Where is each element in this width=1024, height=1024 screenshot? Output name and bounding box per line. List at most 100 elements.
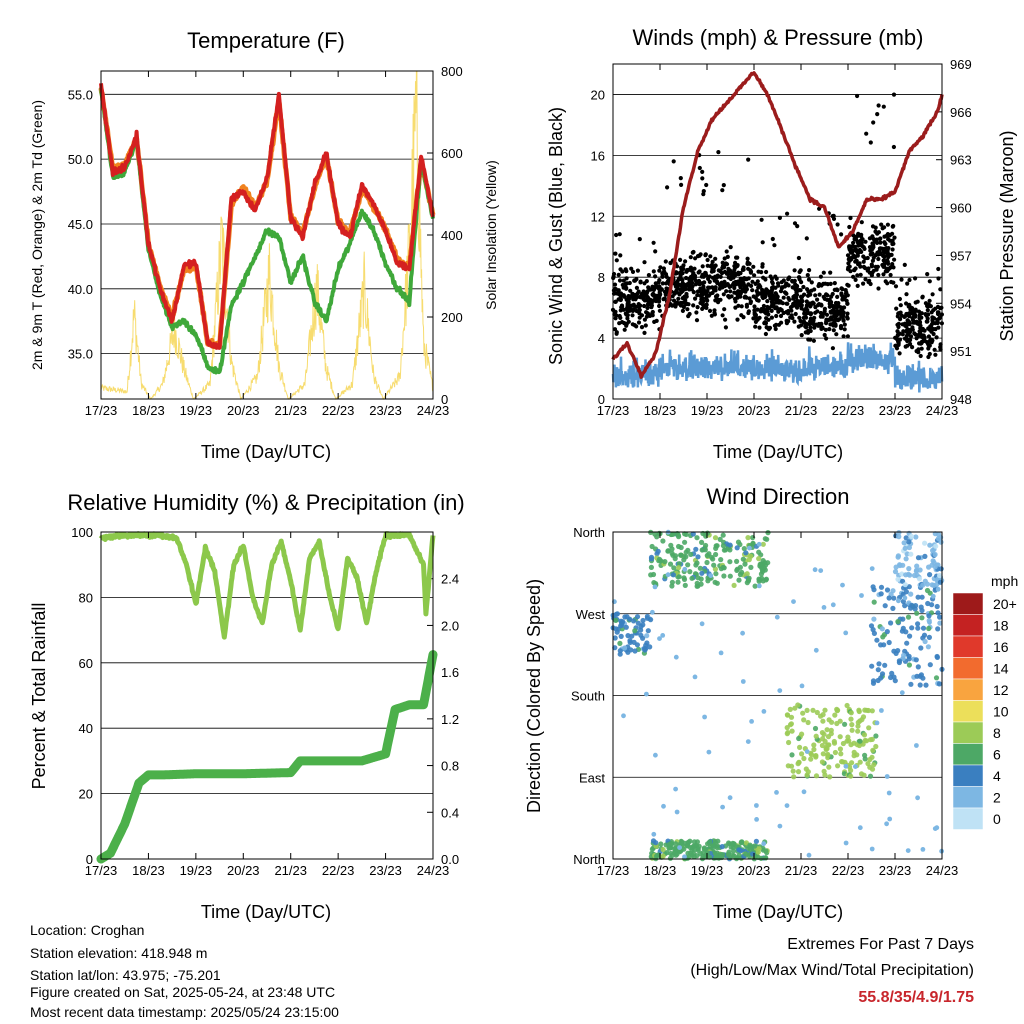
gust-point: [879, 222, 884, 227]
direction-point: [761, 841, 767, 847]
gust-point: [678, 176, 683, 181]
direction-point: [869, 846, 875, 852]
gust-point: [904, 329, 909, 334]
direction-point: [873, 733, 879, 739]
direction-point: [708, 573, 714, 578]
gust-point: [704, 302, 709, 307]
gust-point: [830, 346, 836, 351]
direction-point: [789, 728, 795, 734]
direction-point: [711, 562, 717, 568]
direction-point: [902, 603, 908, 609]
direction-point: [681, 846, 687, 852]
gust-point: [617, 232, 622, 237]
direction-point: [682, 566, 688, 572]
direction-point: [619, 622, 625, 628]
gust-point: [641, 295, 646, 300]
direction-point: [756, 577, 763, 583]
gust-point: [871, 120, 876, 125]
gust-point: [818, 310, 824, 316]
gust-point: [675, 279, 680, 284]
direction-point: [712, 566, 719, 572]
temperature-plot: 55.0 50.0 45.0 40.0 35.0 800 600 400 200 0 17/23 18…: [68, 64, 463, 418]
direction-point: [795, 769, 802, 775]
temperature-y-label: 2m & 9m T (Red, Orange) & 2m Td (Green): [29, 100, 45, 370]
direction-point: [747, 846, 753, 852]
footer-elevation: Station elevation: 418.948 m: [30, 945, 208, 961]
footer-recent: Most recent data timestamp: 2025/05/24 2…: [30, 1004, 339, 1020]
legend-label: 2: [993, 790, 1001, 806]
direction-point: [804, 707, 810, 714]
direction-point: [752, 843, 758, 849]
gust-point: [688, 274, 694, 279]
gust-point: [818, 274, 824, 279]
gust-point: [684, 269, 689, 274]
y-tick-label: 0: [598, 392, 605, 407]
direction-point: [832, 749, 839, 756]
direction-point: [721, 547, 728, 553]
direction-point: [644, 691, 649, 697]
gust-point: [901, 329, 906, 334]
direction-point: [854, 742, 860, 748]
gust-point: [819, 283, 824, 288]
gust-point: [747, 261, 752, 266]
direction-point: [861, 732, 868, 738]
gust-point: [930, 338, 935, 343]
gust-point: [861, 254, 866, 259]
y2-tick-label: 0.8: [441, 759, 459, 774]
direction-point: [632, 648, 638, 654]
direction-point: [756, 541, 762, 547]
gust-point: [831, 328, 836, 333]
legend-label: 6: [993, 747, 1001, 763]
direction-point: [903, 556, 909, 562]
direction-point: [720, 543, 727, 549]
gust-point: [758, 309, 763, 314]
gust-point: [727, 295, 732, 300]
gust-point: [763, 321, 769, 326]
y-tick-label: North: [573, 525, 605, 540]
direction-point: [716, 855, 722, 861]
gust-point: [876, 272, 881, 278]
direction-point: [777, 688, 783, 693]
gust-point: [885, 234, 890, 239]
direction-point: [685, 843, 691, 849]
gust-point: [838, 326, 844, 331]
gust-point: [645, 305, 650, 311]
gust-point: [808, 337, 813, 342]
direction-point: [748, 564, 754, 571]
direction-point: [799, 731, 805, 737]
gust-point: [933, 327, 938, 332]
direction-point: [927, 572, 933, 578]
gust-point: [843, 291, 849, 296]
gust-point: [678, 287, 684, 292]
direction-point: [857, 738, 863, 744]
gust-point: [826, 318, 831, 323]
gust-point: [939, 305, 944, 310]
direction-point: [813, 753, 819, 759]
direction-point: [765, 530, 771, 536]
gust-point: [657, 308, 663, 313]
gust-point: [754, 315, 759, 321]
direction-point: [842, 721, 848, 727]
direction-point: [676, 543, 682, 550]
gust-point: [849, 250, 854, 255]
direction-point: [726, 840, 732, 846]
y-tick-label: 4: [598, 331, 605, 346]
direction-point: [678, 552, 684, 558]
gust-point: [835, 222, 840, 227]
direction-point: [651, 831, 657, 837]
gust-point: [691, 303, 696, 308]
direction-point: [899, 690, 905, 696]
gust-point: [614, 331, 619, 336]
gust-point: [842, 327, 847, 332]
y2-tick-label: 0: [441, 392, 448, 407]
gust-point: [845, 334, 851, 339]
gust-point: [851, 240, 856, 245]
direction-point: [869, 766, 876, 772]
gust-point: [805, 287, 810, 292]
direction-point: [756, 556, 762, 562]
gust-point: [790, 278, 795, 284]
gust-point: [881, 104, 886, 109]
gust-point: [680, 284, 686, 289]
direction-point: [618, 633, 624, 640]
relative-humidity-line: [98, 531, 436, 640]
